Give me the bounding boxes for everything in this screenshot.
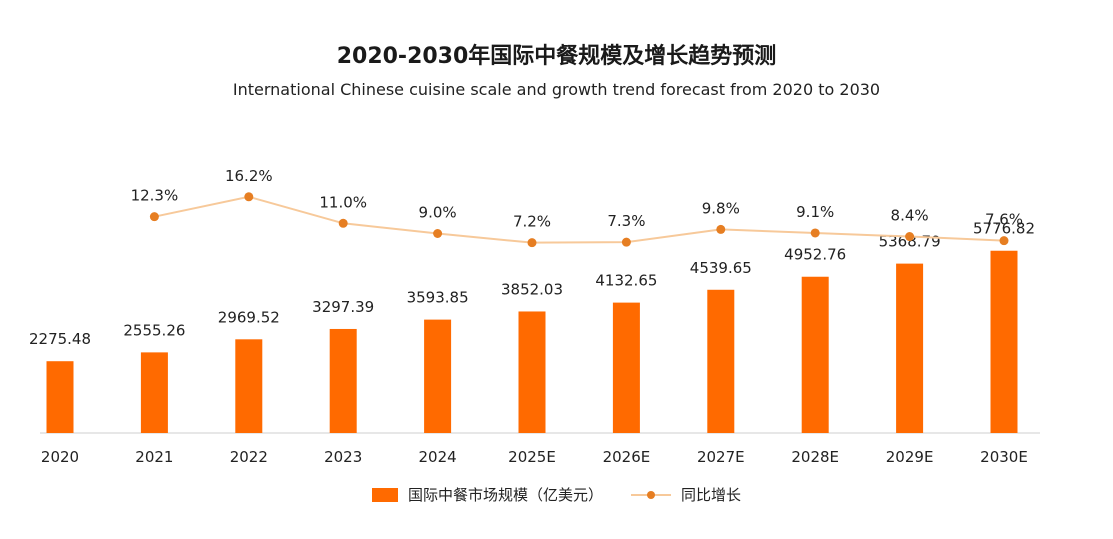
x-tick-label-2025E: 2025E: [508, 448, 556, 466]
legend-label-growth: 同比增长: [681, 486, 742, 504]
bar-label-2021: 2555.26: [123, 321, 185, 339]
x-tick-label-2027E: 2027E: [697, 448, 745, 466]
x-tick-label-2028E: 2028E: [791, 448, 839, 466]
chart-subtitle: International Chinese cuisine scale and …: [232, 80, 881, 99]
legend-item-market-size: 国际中餐市场规模（亿美元）: [371, 484, 603, 505]
legend-item-growth: 同比增长: [631, 484, 741, 505]
bar-2020: [46, 361, 74, 433]
bar-label-2030E: 5776.82: [973, 220, 1035, 238]
bar-2026E: [612, 302, 640, 433]
bar-label-2025E: 3852.03: [501, 280, 563, 298]
bar-2027E: [707, 289, 735, 433]
bar-2030E: [990, 250, 1018, 433]
bar-label-2022: 2969.52: [218, 308, 280, 326]
x-tick-label-2022: 2022: [230, 448, 268, 466]
growth-point-2021: [149, 212, 159, 222]
bar-2022: [235, 339, 263, 433]
growth-label-2028E: 9.1%: [796, 203, 834, 221]
x-tick-label-2020: 2020: [41, 448, 79, 466]
bar-label-2020: 2275.48: [29, 330, 91, 348]
x-tick-label-2023: 2023: [324, 448, 362, 466]
bar-label-2024: 3593.85: [407, 289, 469, 307]
chart-legend: 国际中餐市场规模（亿美元） 同比增长: [0, 484, 1113, 505]
growth-point-2028E: [810, 228, 820, 238]
legend-swatch-bar: [371, 487, 398, 502]
bar-2028E: [801, 276, 829, 433]
x-tick-label-2026E: 2026E: [603, 448, 651, 466]
bar-2025E: [518, 311, 546, 433]
bar-label-2023: 3297.39: [312, 298, 374, 316]
growth-point-2022: [244, 192, 254, 202]
chart-title: 2020-2030年国际中餐规模及增长趋势预测: [336, 44, 777, 69]
growth-point-2025E: [527, 238, 537, 248]
bar-2029E: [896, 263, 924, 433]
growth-label-2025E: 7.2%: [513, 213, 551, 231]
growth-label-2026E: 7.3%: [607, 212, 645, 230]
growth-point-2029E: [905, 232, 915, 242]
bar-2024: [424, 319, 452, 433]
bar-2021: [140, 352, 168, 433]
bar-label-2026E: 4132.65: [595, 272, 657, 290]
growth-point-2023: [338, 218, 348, 228]
growth-point-2026E: [621, 237, 631, 247]
growth-label-2030E: 7.6%: [985, 211, 1023, 229]
growth-label-2022: 16.2%: [225, 167, 273, 185]
growth-label-2029E: 8.4%: [891, 207, 929, 225]
bar-label-2027E: 4539.65: [690, 259, 752, 277]
growth-label-2024: 9.0%: [419, 204, 457, 222]
growth-label-2027E: 9.8%: [702, 199, 740, 217]
x-tick-label-2021: 2021: [135, 448, 173, 466]
bar-2023: [329, 328, 357, 433]
growth-point-2024: [433, 229, 443, 238]
growth-point-2027E: [716, 224, 726, 234]
growth-label-2023: 11.0%: [319, 193, 367, 211]
legend-swatch-line: [631, 488, 671, 502]
growth-line: [154, 195, 1005, 244]
growth-point-2030E: [999, 236, 1009, 246]
x-tick-label-2030E: 2030E: [980, 448, 1028, 466]
growth-label-2021: 12.3%: [131, 187, 179, 205]
x-tick-label-2024: 2024: [419, 448, 457, 466]
bar-label-2028E: 4952.76: [784, 246, 846, 264]
legend-label-market-size: 国际中餐市场规模（亿美元）: [407, 486, 603, 504]
x-tick-label-2029E: 2029E: [886, 448, 934, 466]
